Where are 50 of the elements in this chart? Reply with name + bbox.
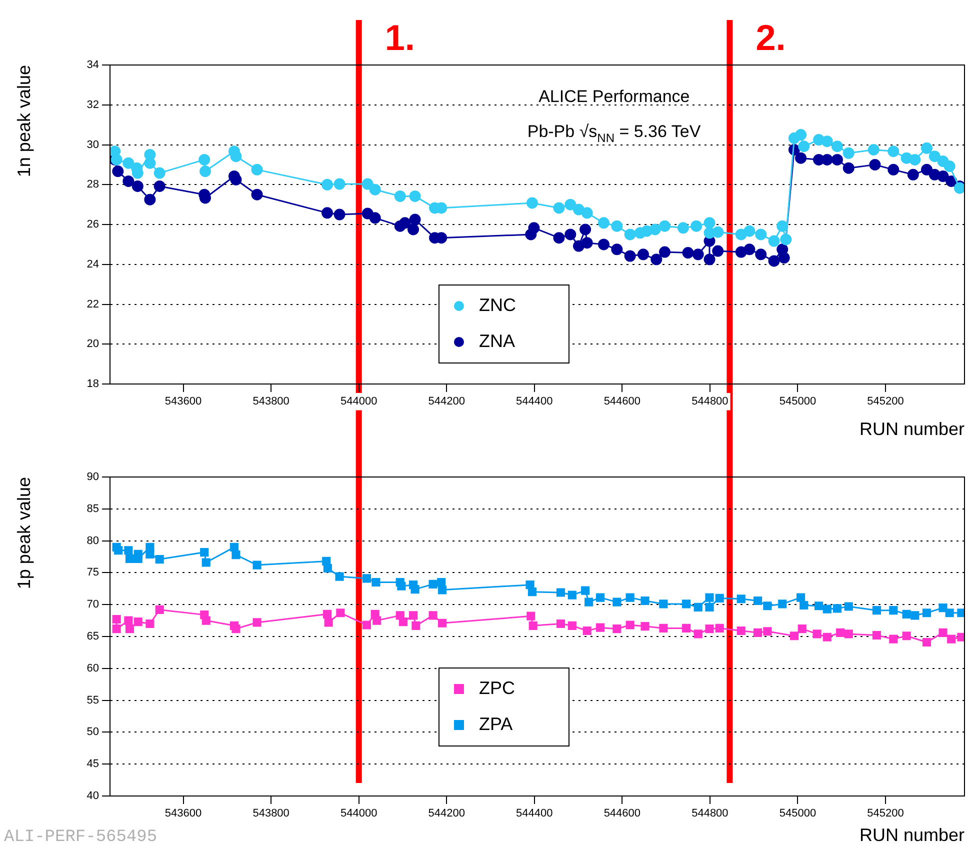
x-tick-label: 543600: [164, 808, 202, 820]
y-tick-label: 24: [86, 258, 99, 270]
x-tick-label: 545000: [779, 396, 816, 408]
y-tick-label: 20: [86, 338, 99, 350]
x-tick-label: 544200: [428, 396, 465, 408]
annotation: 1.: [384, 17, 415, 58]
x-tick-label: 543600: [164, 396, 202, 408]
x-tick-label: 543800: [252, 396, 290, 408]
x-tick-label: 545000: [779, 808, 816, 820]
x-tick-label: 544800: [692, 808, 728, 820]
legend-label: ZNC: [478, 294, 516, 315]
x-axis-title: RUN number: [859, 419, 965, 440]
x-tick-label: 544000: [340, 396, 378, 408]
y-tick-label: 18: [86, 378, 99, 390]
x-tick-label: 544400: [516, 808, 553, 820]
x-tick-label: 544200: [428, 808, 465, 820]
legend-label: ZNA: [478, 330, 515, 351]
annotation: ALICE Performance: [538, 87, 690, 106]
y-tick-label: 65: [86, 630, 99, 643]
y-axis-title: 1n peak value: [14, 65, 34, 178]
y-tick-label: 60: [86, 662, 99, 674]
y-tick-label: 80: [86, 534, 99, 547]
y-tick-label: 22: [86, 298, 99, 310]
text: ALI-PERF-565495: [4, 828, 158, 847]
annotation: 2.: [756, 17, 786, 58]
y-tick-label: 50: [86, 726, 99, 738]
y-tick-label: 55: [86, 694, 99, 706]
y-tick-label: 45: [86, 758, 99, 770]
x-tick-label: 545200: [867, 808, 904, 820]
x-tick-label: 544600: [604, 808, 641, 820]
x-tick-label: 544400: [516, 396, 553, 408]
y-tick-label: 28: [86, 178, 99, 191]
y-tick-label: 26: [86, 218, 99, 231]
x-tick-label: 543800: [252, 808, 290, 820]
y-tick-label: 70: [86, 598, 99, 611]
y-axis-title: 1p peak value: [14, 477, 34, 590]
legend-label: ZPC: [478, 678, 515, 698]
y-tick-label: 30: [86, 138, 99, 151]
x-tick-label: 544000: [340, 808, 378, 820]
legend-label: ZPA: [478, 714, 513, 734]
y-tick-label: 40: [86, 790, 99, 802]
x-tick-label: 544600: [604, 396, 641, 408]
x-tick-label: 544800: [692, 396, 728, 408]
y-tick-label: 75: [86, 566, 99, 579]
y-tick-label: 90: [86, 471, 99, 484]
y-tick-label: 85: [86, 502, 99, 515]
y-tick-label: 34: [86, 59, 99, 72]
x-tick-label: 545200: [867, 396, 904, 408]
x-axis-title: RUN number: [859, 825, 965, 846]
y-tick-label: 32: [86, 98, 99, 111]
